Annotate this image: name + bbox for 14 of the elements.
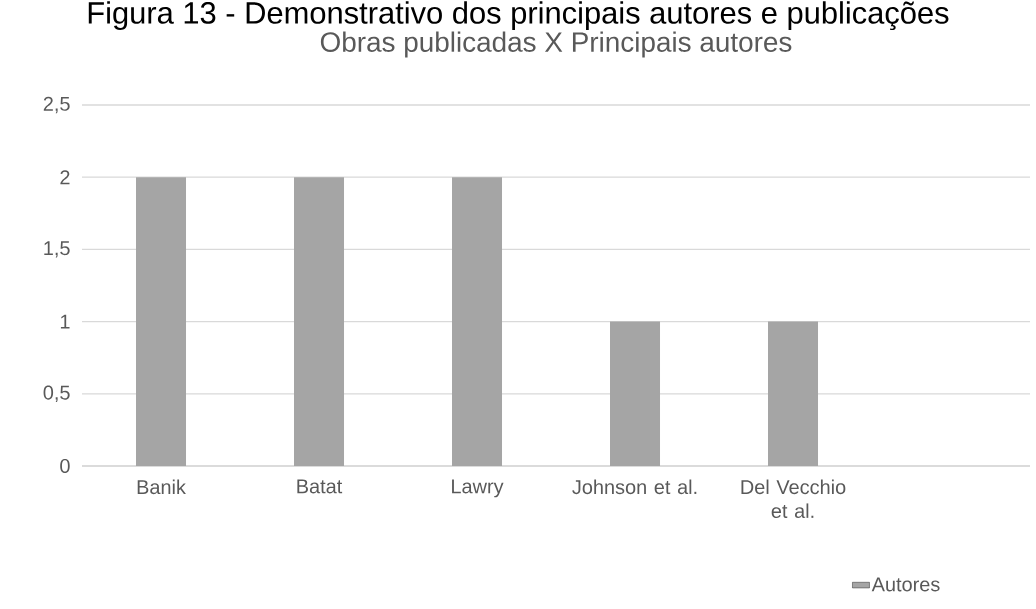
x-tick-label: Del Vecchio et al. bbox=[741, 479, 846, 519]
y-tick-label: 1,5 bbox=[44, 241, 70, 258]
x-tick-label: Banik bbox=[137, 479, 186, 495]
y-tick-label: 0 bbox=[60, 458, 70, 474]
y-tick-label: 2 bbox=[60, 170, 70, 185]
text: Figura 13 - Demonstrativo dos principais autores e publicações bbox=[88, 1, 949, 31]
x-tick-label: Batat bbox=[297, 479, 343, 494]
x-tick-label: Johnson et al. bbox=[572, 479, 697, 495]
y-tick-label: 0,5 bbox=[43, 385, 70, 403]
y-tick-label: 1 bbox=[60, 314, 70, 329]
chart-title: Obras publicadas X Principais autores bbox=[320, 31, 792, 58]
legend-label: Autores bbox=[871, 577, 940, 592]
y-tick-label: 2,5 bbox=[43, 96, 70, 114]
x-tick-label: Lawry bbox=[452, 479, 504, 498]
